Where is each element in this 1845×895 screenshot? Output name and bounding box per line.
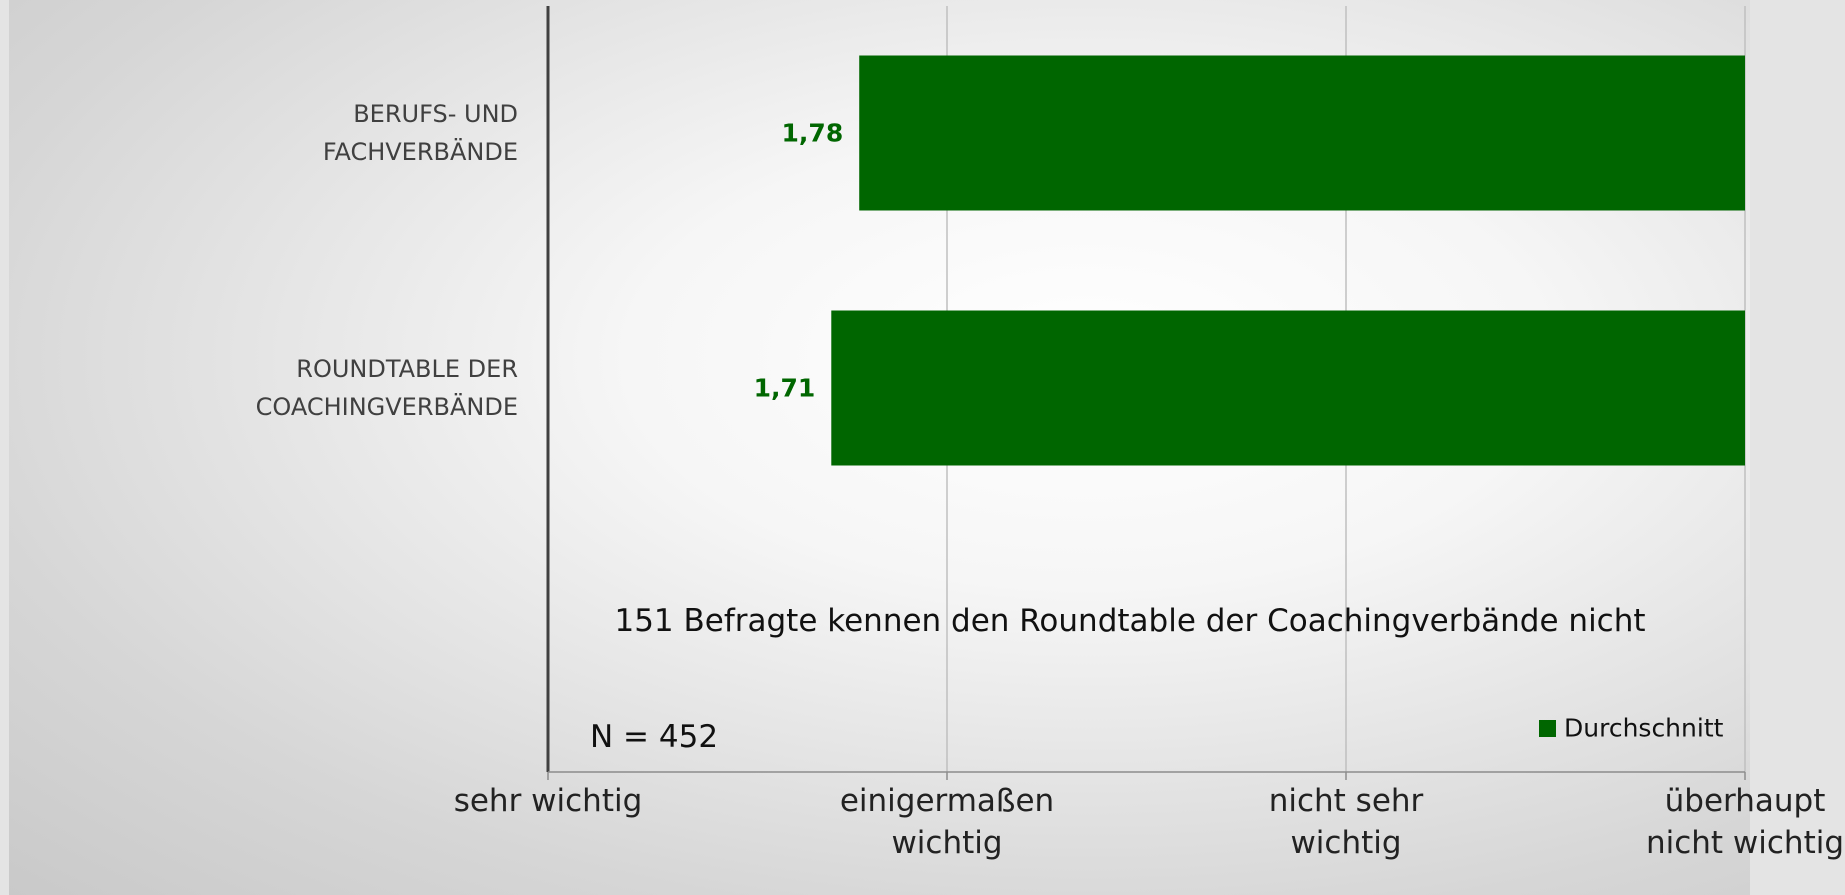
annotation: 151 Befragte kennen den Roundtable der C… bbox=[614, 603, 1646, 639]
x-tick-label: nicht sehr wichtig bbox=[1268, 783, 1424, 861]
legend-swatch bbox=[1539, 720, 1556, 737]
legend-label: Durchschnitt bbox=[1564, 713, 1724, 743]
x-tick-label: einigermaßen wichtig bbox=[839, 783, 1055, 861]
value-label: 1,71 bbox=[753, 373, 816, 403]
x-tick-label: sehr wichtig bbox=[453, 783, 643, 819]
bar bbox=[859, 55, 1745, 211]
bar bbox=[831, 310, 1745, 466]
annotation: N = 452 bbox=[590, 719, 719, 755]
category-label: BERUFS- UND FACHVERBÄNDE bbox=[322, 100, 518, 166]
x-tick-label: überhaupt nicht wichtig bbox=[1645, 783, 1845, 861]
category-label: ROUNDTABLE DER COACHINGVERBÄNDE bbox=[255, 355, 518, 421]
value-label: 1,78 bbox=[781, 118, 844, 148]
